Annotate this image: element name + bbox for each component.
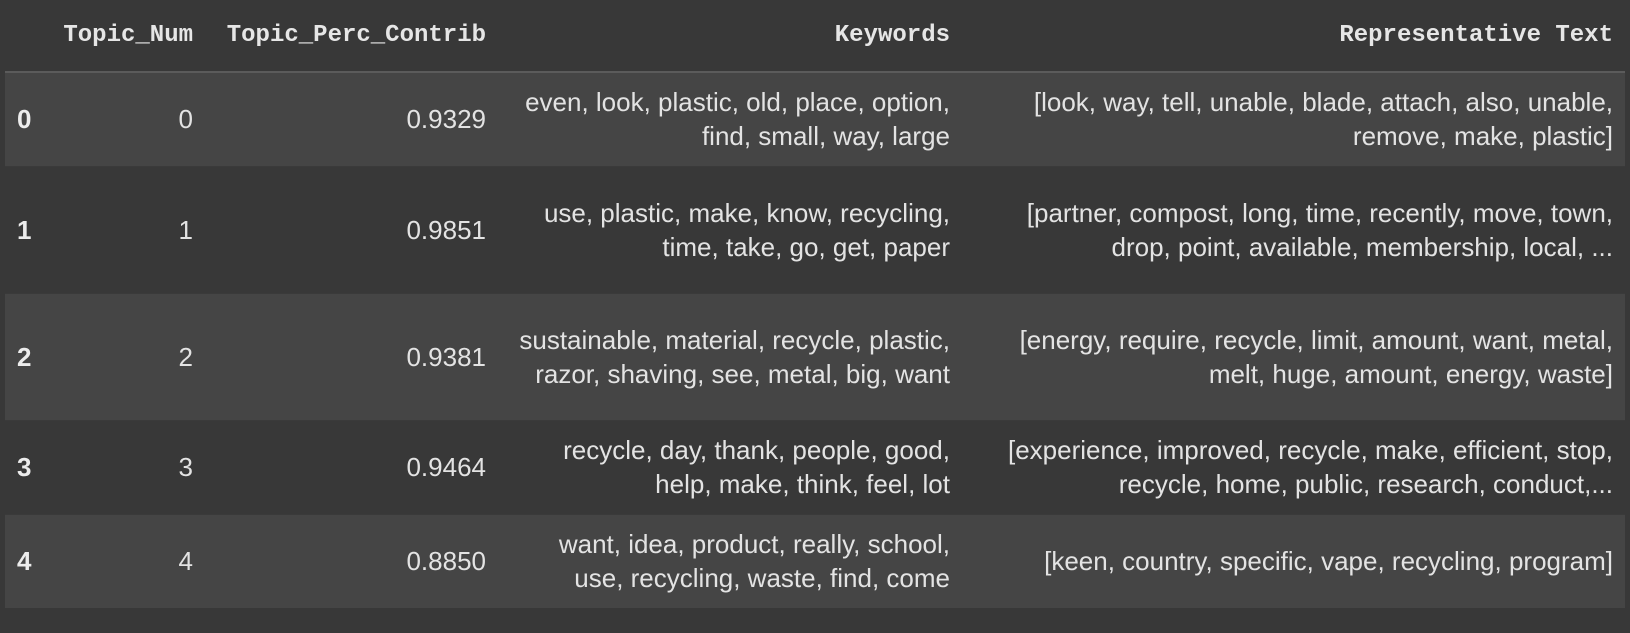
row-index: 2 <box>5 292 50 420</box>
topic-num-cell: 1 <box>50 165 205 293</box>
row-index: 4 <box>5 513 50 608</box>
keywords-cell: even, look, plastic, old, place, option,… <box>525 87 950 152</box>
table-row: 2 2 0.9381 sustainable, material, recycl… <box>5 292 1625 420</box>
table-row: 3 3 0.9464 recycle, day, thank, people, … <box>5 419 1625 514</box>
row-index: 1 <box>5 165 50 293</box>
topic-num-cell: 3 <box>50 419 205 514</box>
column-header-topic-num: Topic_Num <box>50 0 205 73</box>
keywords-cell: want, idea, product, really, school, use… <box>498 513 962 608</box>
row-index: 0 <box>17 104 32 135</box>
representative-text-cell: [keen, country, specific, vape, recyclin… <box>962 513 1625 608</box>
table-row: 4 4 0.8850 want, idea, product, really, … <box>5 513 1625 608</box>
column-header-keywords: Keywords <box>498 0 962 73</box>
column-header-topic-perc-contrib: Topic_Perc_Contrib <box>205 0 498 73</box>
perc-contrib-cell: 0.9381 <box>205 292 498 420</box>
header-row: Topic_Num Topic_Perc_Contrib Keywords Re… <box>5 0 1625 73</box>
dataframe-output: Topic_Num Topic_Perc_Contrib Keywords Re… <box>5 0 1625 608</box>
representative-text-cell: [look, way, tell, unable, blade, attach,… <box>1033 87 1613 152</box>
representative-text-cell: [partner, compost, long, time, recently,… <box>962 165 1625 293</box>
column-header-representative-text: Representative Text <box>962 0 1625 73</box>
keywords-cell: sustainable, material, recycle, plastic,… <box>498 292 962 420</box>
perc-contrib-cell: 0.9851 <box>205 165 498 293</box>
perc-contrib-cell: 0.8850 <box>205 513 498 608</box>
row-index: 3 <box>5 419 50 514</box>
topic-num-cell: 0 <box>178 104 193 135</box>
keywords-cell: use, plastic, make, know, recycling, tim… <box>498 165 962 293</box>
index-column-header <box>5 0 50 73</box>
representative-text-cell: [energy, require, recycle, limit, amount… <box>962 292 1625 420</box>
perc-contrib-cell: 0.9329 <box>406 104 486 135</box>
representative-text-cell: [experience, improved, recycle, make, ef… <box>962 419 1625 514</box>
dataframe-table: Topic_Num Topic_Perc_Contrib Keywords Re… <box>5 0 1625 608</box>
keywords-cell: recycle, day, thank, people, good, help,… <box>498 419 962 514</box>
table-row: 1 1 0.9851 use, plastic, make, know, rec… <box>5 165 1625 293</box>
perc-contrib-cell: 0.9464 <box>205 419 498 514</box>
table-row: 0 0 0.9329 even, look, plastic, old, pla… <box>5 72 1625 166</box>
topic-num-cell: 4 <box>50 513 205 608</box>
topic-num-cell: 2 <box>50 292 205 420</box>
